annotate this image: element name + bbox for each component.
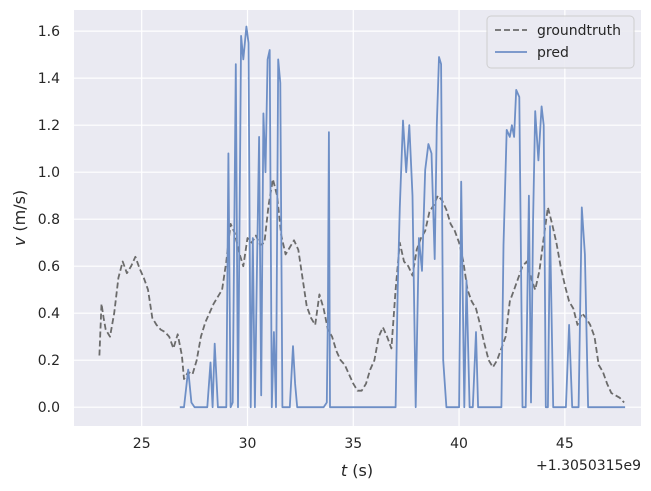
plot-area [74, 10, 641, 426]
x-tick-label: 30 [239, 436, 257, 452]
x-tick-label: 45 [556, 436, 574, 452]
y-tick-label: 0.0 [38, 400, 60, 416]
y-tick-label: 0.6 [38, 259, 60, 275]
x-offset-label: +1.3050315e9 [536, 458, 641, 474]
y-tick-label: 1.4 [38, 71, 60, 87]
legend-label-groundtruth: groundtruth [537, 23, 621, 39]
series-line-groundtruth [98, 178, 625, 404]
y-tick-label: 1.0 [38, 165, 60, 181]
y-tick-labels: 0.0 0.2 0.4 0.6 0.8 1.0 1.2 1.4 1.6 [38, 24, 60, 416]
y-tick-label: 0.8 [38, 212, 60, 228]
x-tick-label: 40 [450, 436, 468, 452]
y-tick-label: 1.2 [38, 118, 60, 134]
x-tick-labels: 25 30 35 40 45 [133, 436, 574, 452]
y-tick-label: 0.2 [38, 353, 60, 369]
y-axis-label: v (m/s) [10, 190, 29, 246]
y-tick-label: 1.6 [38, 24, 60, 40]
legend-label-pred: pred [537, 45, 569, 61]
series-layer [98, 25, 626, 409]
y-tick-label: 0.4 [38, 306, 60, 322]
legend-box [486, 15, 635, 69]
x-axis-label: t (s) [341, 461, 373, 480]
legend: groundtruth pred [486, 15, 635, 69]
series-line-pred [179, 25, 626, 409]
x-tick-label: 35 [344, 436, 362, 452]
x-tick-label: 25 [133, 436, 151, 452]
